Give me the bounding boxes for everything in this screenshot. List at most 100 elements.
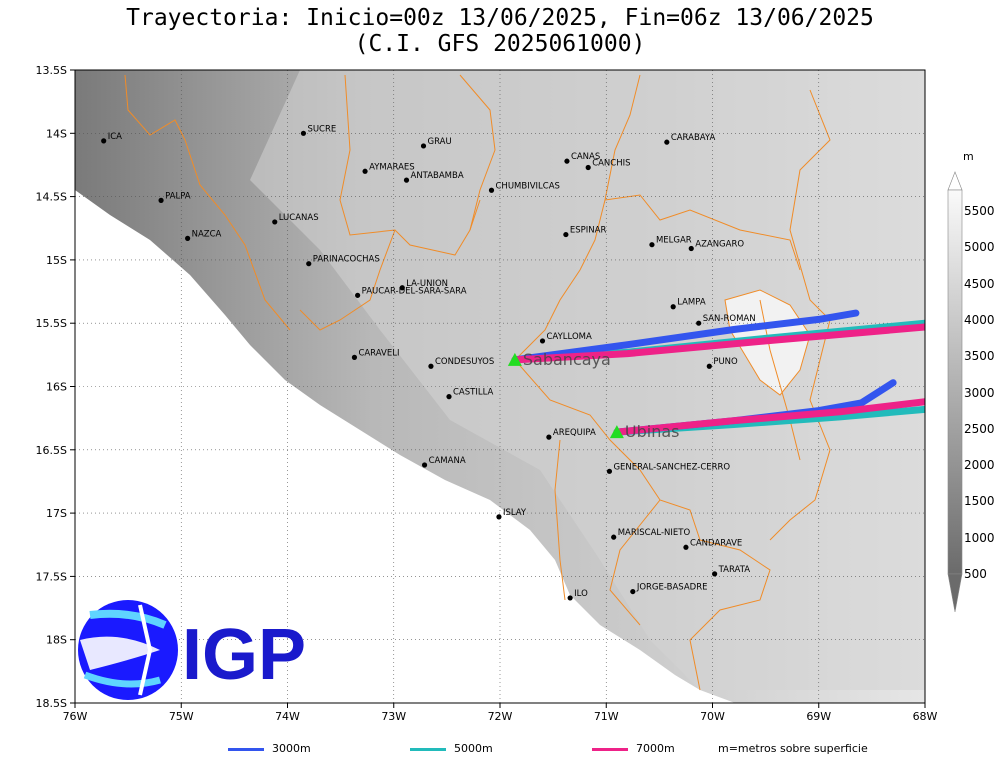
y-tick-label: 13.5S — [36, 64, 67, 77]
city-label: CANAS — [571, 152, 600, 162]
y-tick-label: 14S — [46, 127, 67, 140]
city-label: CARABAYA — [671, 133, 716, 143]
city-label: AYMARAES — [369, 162, 415, 172]
city-marker — [563, 231, 569, 238]
volcano-icon — [609, 425, 624, 439]
trajectory-ubinas-7000m — [613, 398, 925, 436]
city-marker — [300, 130, 307, 136]
legend-label: 3000m — [272, 742, 311, 755]
volcano-label: Sabancaya — [523, 350, 611, 369]
city-label: PUNO — [713, 357, 738, 367]
city-marker — [664, 139, 670, 145]
city-marker — [546, 434, 552, 440]
city-marker — [539, 338, 546, 344]
colorbar-tick-label: 5500 — [964, 204, 995, 218]
legend-item-3000m: 3000m — [228, 742, 311, 755]
city-label: CAYLLOMA — [547, 332, 592, 342]
city-marker — [101, 138, 107, 144]
legend-note: m=metros sobre superficie — [718, 742, 868, 755]
y-tick-label: 17.5S — [36, 570, 67, 583]
x-tick-label: 72W — [488, 710, 513, 723]
city-marker — [421, 462, 428, 468]
city-label: AREQUIPA — [553, 428, 596, 438]
city-label: LUCANAS — [279, 213, 319, 223]
city-label: CANCHIS — [592, 158, 630, 168]
city-label: NAZCA — [192, 229, 222, 239]
city-marker — [564, 158, 570, 164]
legend-swatch-3000m — [228, 747, 264, 751]
city-label: AZANGARO — [695, 240, 744, 250]
x-tick-label: 76W — [63, 710, 88, 723]
volcano-icon — [507, 352, 522, 366]
y-tick-label: 17S — [46, 507, 67, 520]
city-label: MELGAR — [656, 236, 692, 246]
x-tick-label: 75W — [169, 710, 194, 723]
legend-item-5000m: 5000m — [410, 742, 493, 755]
colorbar-tick-label: 5000 — [964, 240, 995, 255]
city-marker — [606, 468, 613, 474]
ocean — [75, 190, 735, 703]
city-label: GENERAL-SANCHEZ-CERRO — [613, 462, 730, 472]
colorbar-tick-label: 4500 — [964, 276, 995, 291]
igp-logo-text: IGP — [182, 615, 306, 695]
elevation-colorbar — [947, 171, 963, 613]
legend-swatch-7000m — [592, 747, 628, 751]
city-marker — [670, 304, 676, 310]
city-label: CASTILLA — [453, 388, 494, 398]
city-marker — [185, 235, 191, 241]
trajectories — [511, 309, 925, 436]
colorbar-tick-label: 4000 — [964, 312, 995, 327]
city-marker — [630, 588, 636, 595]
city-marker — [362, 168, 368, 174]
city-marker — [446, 394, 452, 400]
city-label: TARATA — [718, 565, 751, 575]
city-label: PALPA — [165, 191, 191, 201]
colorbar-tick-label: 2000 — [964, 458, 995, 473]
city-label: LAMPA — [677, 298, 706, 308]
y-tick-label: 18S — [46, 634, 67, 647]
colorbar-tick-label: 3500 — [964, 349, 995, 364]
city-label: CHUMBIVILCAS — [496, 181, 560, 191]
city-marker — [488, 187, 495, 193]
chart-title-line2: (C.I. GFS 2025061000) — [354, 31, 646, 57]
legend-item-7000m: 7000m — [592, 742, 675, 755]
city-label: PAUCAR-DEL-SARA-SARA — [362, 286, 467, 296]
city-label: CANDARAVE — [690, 538, 742, 548]
city-label: CARAVELI — [358, 348, 399, 358]
city-marker — [399, 285, 405, 291]
colorbar-tick-label: 2500 — [964, 421, 995, 436]
city-label: CONDESUYOS — [435, 357, 494, 367]
x-tick-label: 70W — [700, 710, 725, 723]
colorbar-tick-label: 1000 — [964, 530, 995, 545]
city-label: ISLAY — [503, 508, 527, 518]
chart-title-line1: Trayectoria: Inicio=00z 13/06/2025, Fin=… — [126, 5, 874, 31]
x-tick-label: 69W — [806, 710, 831, 723]
y-tick-label: 18.5S — [36, 697, 67, 710]
colorbar-tick-label: 3000 — [964, 385, 995, 400]
trajectory-sabancaya-3000m — [511, 309, 860, 364]
city-marker — [272, 219, 278, 225]
colorbar-unit: m — [963, 150, 974, 163]
colorbar-tick-label: 1500 — [964, 494, 995, 509]
city-marker — [567, 595, 573, 601]
city-marker — [496, 514, 502, 520]
igp-logo — [78, 600, 178, 700]
x-tick-label: 73W — [381, 710, 406, 723]
city-label: PARINACOCHAS — [313, 255, 380, 265]
city-marker — [428, 363, 434, 369]
legend-label: 5000m — [454, 742, 493, 755]
city-label: JORGE-BASADRE — [636, 583, 708, 593]
city-label: ESPINAR — [570, 226, 607, 236]
admin-borders — [124, 74, 831, 691]
city-marker — [585, 164, 591, 171]
city-label: ILO — [574, 589, 588, 599]
x-tick-label: 68W — [913, 710, 938, 723]
y-tick-label: 15.5S — [36, 317, 67, 330]
city-marker — [706, 363, 712, 369]
colorbar-tick-label: 500 — [964, 567, 987, 581]
axis-ticks: 76W 75W 74W 73W 72W 71W 70W 69W 68W 13.5S 14S 14.5S… — [36, 64, 938, 723]
y-tick-label: 16.5S — [36, 444, 67, 457]
city-label: GRAU — [428, 137, 452, 147]
